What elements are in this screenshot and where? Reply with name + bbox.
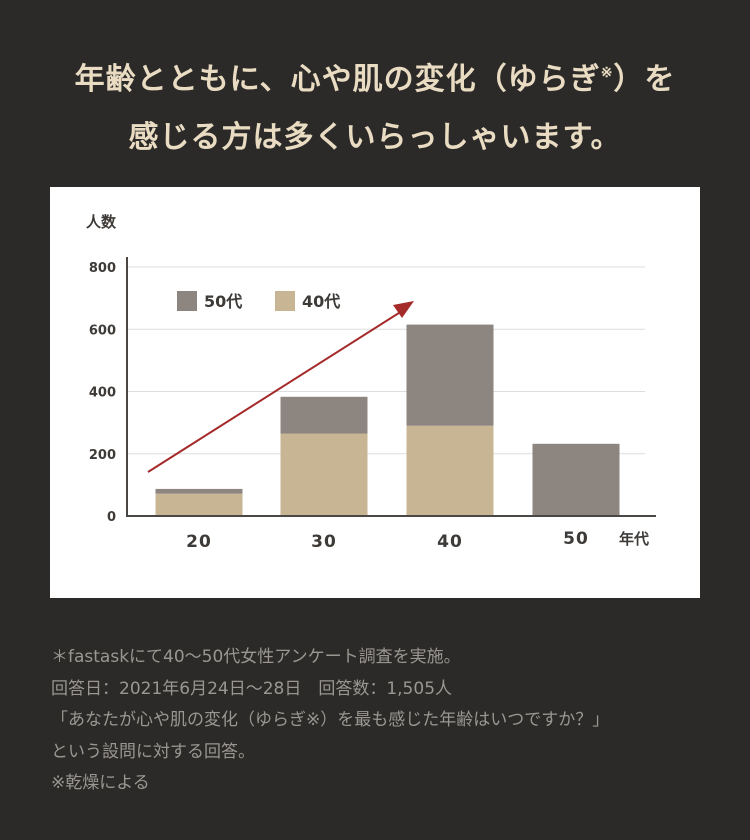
bar-40-50代: [406, 324, 494, 426]
x-tick-label: 30: [311, 532, 337, 552]
y-tick-label: 400: [89, 386, 116, 401]
note-line-2: 回答日：2021年6月24日〜28日 回答数：1,505人: [51, 678, 453, 699]
headline-line-1: 年齢とともに、心や肌の変化（ゆらぎ※）を: [0, 44, 750, 109]
headline-footnote-mark: ※: [600, 65, 614, 81]
y-axis-title: 人数: [86, 213, 117, 231]
headline: 年齢とともに、心や肌の変化（ゆらぎ※）を 感じる方は多くいらっしゃいます。: [0, 44, 750, 167]
bar-40-40代: [406, 425, 494, 516]
bar-20-40代: [155, 493, 243, 516]
survey-notes: ＊fastaskにて40〜50代女性アンケート調査を実施。 回答日：2021年6…: [51, 642, 731, 800]
legend-swatch-50代: [177, 291, 197, 311]
note-line-3: 「あなたが心や肌の変化（ゆらぎ※）を最も感じた年齢はいつですか？」: [51, 710, 610, 730]
bar-30-50代: [280, 396, 368, 434]
legend-label-40代: 40代: [302, 292, 340, 311]
chart-panel: 人数 0 200 400 600 800 20 30 40 50 年代 50代 40代: [50, 187, 700, 598]
headline-line-1-end: ）を: [613, 62, 676, 97]
bar-20-50代: [155, 488, 243, 494]
trend-arrow-line: [147, 310, 403, 473]
x-axis-title: 年代: [619, 530, 649, 548]
legend-swatch-40代: [275, 291, 295, 311]
y-tick-label: 800: [89, 261, 116, 276]
y-tick-label: 600: [89, 323, 116, 338]
x-tick-label: 20: [186, 532, 212, 552]
y-tick-label: 0: [107, 510, 116, 525]
note-line-4: という設問に対する回答。: [51, 741, 255, 762]
x-tick-label: 50: [563, 529, 589, 549]
note-line-5: ※乾燥による: [51, 773, 150, 793]
trend-arrow-head: [393, 301, 414, 318]
headline-line-2: 感じる方は多くいらっしゃいます。: [128, 120, 622, 155]
note-line-1: ＊fastaskにて40〜50代女性アンケート調査を実施。: [51, 647, 461, 667]
y-tick-label: 200: [89, 448, 116, 463]
bar-50-50代: [532, 443, 620, 516]
legend-label-50代: 50代: [204, 292, 242, 311]
x-tick-label: 40: [437, 532, 463, 552]
bar-30-40代: [280, 433, 368, 516]
bar-chart: 人数 0 200 400 600 800 20 30 40 50 年代 50代 40代: [86, 213, 656, 552]
headline-line-1-text: 年齢とともに、心や肌の変化（ゆらぎ: [74, 62, 601, 97]
